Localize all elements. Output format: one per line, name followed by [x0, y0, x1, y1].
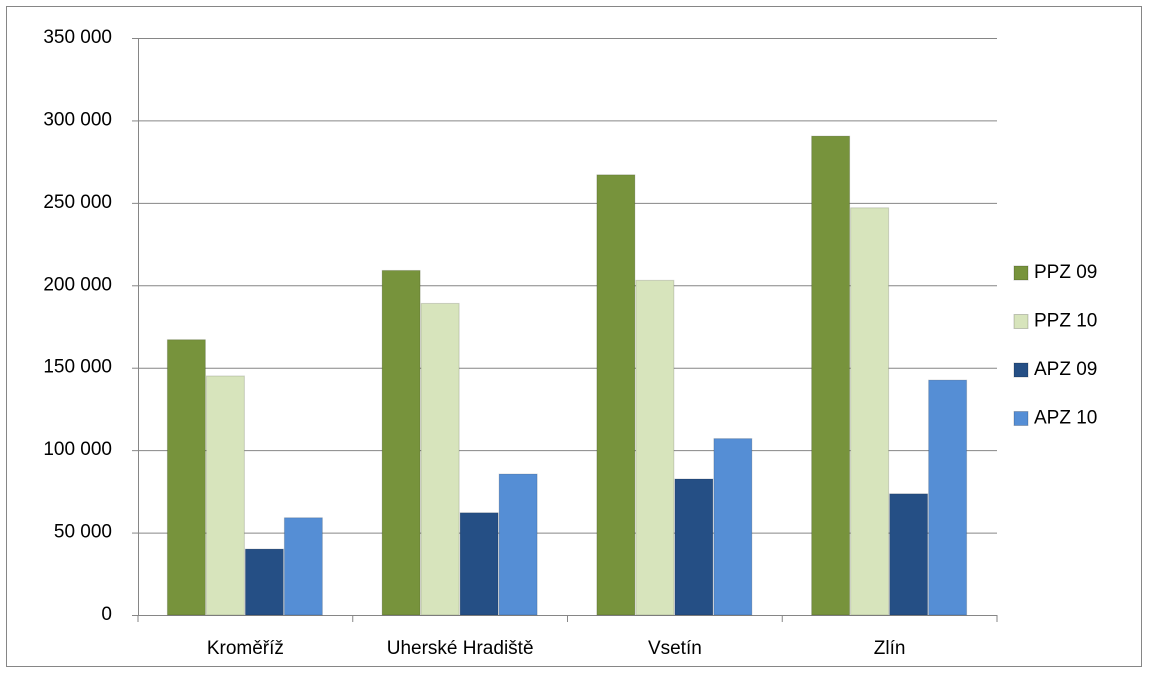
legend-swatch: [1013, 265, 1029, 281]
legend-swatch: [1013, 314, 1029, 329]
bar: [635, 279, 675, 616]
bar: [498, 473, 538, 616]
bar: [928, 379, 968, 616]
legend-label: APZ 10: [1034, 408, 1097, 429]
bar: [459, 512, 499, 616]
legend-label: PPZ 09: [1034, 262, 1097, 283]
legend-label: APZ 09: [1034, 359, 1097, 380]
bar: [596, 174, 636, 616]
y-tick-label: 350 000: [43, 27, 112, 48]
y-tick-label: 0: [101, 604, 112, 625]
bar: [889, 493, 929, 616]
y-tick-label: 250 000: [43, 192, 112, 213]
bar: [713, 438, 753, 616]
y-tick-label: 50 000: [54, 522, 112, 543]
x-tick-label: Kroměříž: [207, 638, 284, 659]
legend-swatch: [1013, 411, 1029, 426]
y-tick-label: 300 000: [43, 109, 112, 130]
y-tick-label: 200 000: [43, 274, 112, 295]
bar: [811, 135, 851, 616]
bar: [283, 517, 323, 616]
bar: [166, 339, 206, 616]
y-tick-label: 100 000: [43, 439, 112, 460]
bar: [674, 478, 714, 616]
bar: [850, 207, 890, 616]
legend-label: PPZ 10: [1034, 311, 1097, 332]
bar: [420, 302, 460, 616]
bar: [381, 269, 421, 616]
bar: [205, 375, 245, 616]
x-tick-label: Zlín: [874, 638, 906, 659]
x-tick-label: Uherské Hradiště: [387, 638, 534, 659]
bar: [244, 548, 284, 616]
x-tick-label: Vsetín: [648, 638, 702, 659]
legend-swatch: [1013, 362, 1029, 378]
y-tick-label: 150 000: [43, 357, 112, 378]
